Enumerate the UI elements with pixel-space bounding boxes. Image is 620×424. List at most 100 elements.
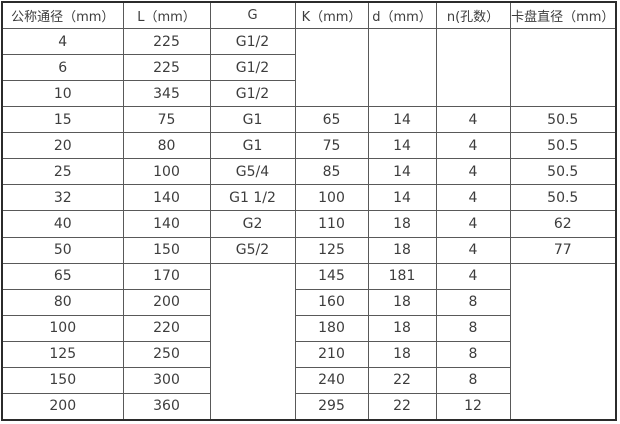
cell-dn: 10 bbox=[1, 80, 124, 108]
cell-n: 4 bbox=[435, 106, 511, 134]
merged-empty-cell-k bbox=[294, 27, 369, 108]
table-row: 20 80 G1 75 14 4 50.5 bbox=[1, 132, 617, 160]
cell-l: 345 bbox=[122, 80, 211, 108]
cell-g: G1/2 bbox=[209, 27, 296, 56]
cell-d: 22 bbox=[367, 392, 437, 421]
cell-chuck: 50.5 bbox=[509, 106, 617, 134]
cell-dn: 100 bbox=[1, 314, 124, 342]
header-nominal-diameter: 公称通径（mm） bbox=[1, 1, 124, 29]
cell-n: 4 bbox=[435, 132, 511, 160]
cell-dn: 150 bbox=[1, 366, 124, 394]
cell-n: 4 bbox=[435, 236, 511, 264]
cell-dn: 20 bbox=[1, 132, 124, 160]
cell-d: 18 bbox=[367, 210, 437, 238]
cell-l: 250 bbox=[122, 340, 211, 368]
cell-l: 225 bbox=[122, 54, 211, 82]
cell-g: G1/2 bbox=[209, 54, 296, 82]
cell-g: G1 bbox=[209, 132, 296, 160]
merged-empty-cell-d bbox=[367, 27, 437, 108]
cell-d: 18 bbox=[367, 236, 437, 264]
table-row: 40 140 G2 110 18 4 62 bbox=[1, 210, 617, 238]
cell-d: 18 bbox=[367, 288, 437, 316]
cell-dn: 65 bbox=[1, 262, 124, 290]
cell-g: G1/2 bbox=[209, 80, 296, 108]
cell-k: 240 bbox=[294, 366, 369, 394]
cell-l: 225 bbox=[122, 27, 211, 56]
cell-n: 4 bbox=[435, 158, 511, 186]
cell-dn: 6 bbox=[1, 54, 124, 82]
cell-l: 220 bbox=[122, 314, 211, 342]
cell-d: 18 bbox=[367, 340, 437, 368]
table-row: 65 170 145 181 4 bbox=[1, 262, 617, 421]
cell-d: 14 bbox=[367, 132, 437, 160]
table-row: 150 300 240 22 8 bbox=[1, 366, 616, 394]
cell-k: 145 bbox=[294, 262, 369, 290]
cell-dn: 200 bbox=[1, 392, 124, 421]
table-row: 80 200 160 18 8 bbox=[1, 288, 616, 316]
table-row: 15 75 G1 65 14 4 50.5 bbox=[1, 106, 617, 134]
cell-l: 150 bbox=[122, 236, 211, 264]
header-row: 公称通径（mm） L（mm） G K（mm） d（mm） n(孔数） 卡盘直径（… bbox=[1, 1, 617, 29]
table-row: 4 225 G1/2 bbox=[1, 27, 617, 108]
cell-k: 180 bbox=[294, 314, 369, 342]
table-row: 6 225 G1/2 bbox=[1, 54, 616, 82]
table-row: 200 360 295 22 12 bbox=[1, 392, 616, 421]
cell-n: 8 bbox=[435, 288, 511, 316]
cell-k: 110 bbox=[294, 210, 369, 238]
cell-d: 22 bbox=[367, 366, 437, 394]
table-row: 32 140 G1 1/2 100 14 4 50.5 bbox=[1, 184, 617, 212]
cell-k: 160 bbox=[294, 288, 369, 316]
cell-g: G1 bbox=[209, 106, 296, 134]
cell-dn: 80 bbox=[1, 288, 124, 316]
cell-l: 360 bbox=[122, 392, 211, 421]
cell-chuck: 50.5 bbox=[509, 184, 617, 212]
cell-k: 210 bbox=[294, 340, 369, 368]
cell-l: 200 bbox=[122, 288, 211, 316]
cell-n: 12 bbox=[435, 392, 511, 421]
cell-l: 80 bbox=[122, 132, 211, 160]
cell-d: 18 bbox=[367, 314, 437, 342]
cell-g: G5/4 bbox=[209, 158, 296, 186]
table-row: 50 150 G5/2 125 18 4 77 bbox=[1, 236, 617, 264]
cell-d: 14 bbox=[367, 158, 437, 186]
cell-g: G2 bbox=[209, 210, 296, 238]
header-l: L（mm） bbox=[122, 1, 211, 29]
cell-d: 14 bbox=[367, 184, 437, 212]
merged-empty-cell-chuck bbox=[509, 27, 617, 108]
cell-g: G1 1/2 bbox=[209, 184, 296, 212]
cell-k: 295 bbox=[294, 392, 369, 421]
cell-k: 85 bbox=[294, 158, 369, 186]
cell-k: 75 bbox=[294, 132, 369, 160]
header-n-holes: n(孔数） bbox=[435, 1, 511, 29]
cell-dn: 50 bbox=[1, 236, 124, 264]
cell-k: 100 bbox=[294, 184, 369, 212]
cell-n: 4 bbox=[435, 184, 511, 212]
cell-chuck: 62 bbox=[509, 210, 617, 238]
cell-l: 140 bbox=[122, 210, 211, 238]
cell-d: 14 bbox=[367, 106, 437, 134]
cell-chuck: 77 bbox=[509, 236, 617, 264]
cell-dn: 15 bbox=[1, 106, 124, 134]
cell-g: G5/2 bbox=[209, 236, 296, 264]
cell-chuck: 50.5 bbox=[509, 158, 617, 186]
cell-k: 65 bbox=[294, 106, 369, 134]
cell-dn: 25 bbox=[1, 158, 124, 186]
cell-l: 100 bbox=[122, 158, 211, 186]
merged-empty-cell-n bbox=[435, 27, 511, 108]
cell-l: 140 bbox=[122, 184, 211, 212]
cell-n: 8 bbox=[435, 366, 511, 394]
cell-n: 8 bbox=[435, 340, 511, 368]
header-chuck-diameter: 卡盘直径（mm） bbox=[509, 1, 617, 29]
cell-dn: 32 bbox=[1, 184, 124, 212]
cell-n: 4 bbox=[435, 262, 511, 290]
cell-chuck: 50.5 bbox=[509, 132, 617, 160]
cell-l: 300 bbox=[122, 366, 211, 394]
cell-l: 170 bbox=[122, 262, 211, 290]
header-k: K（mm） bbox=[294, 1, 369, 29]
table-row: 25 100 G5/4 85 14 4 50.5 bbox=[1, 158, 617, 186]
table-row: 125 250 210 18 8 bbox=[1, 340, 616, 368]
cell-dn: 4 bbox=[1, 27, 124, 56]
cell-k: 125 bbox=[294, 236, 369, 264]
